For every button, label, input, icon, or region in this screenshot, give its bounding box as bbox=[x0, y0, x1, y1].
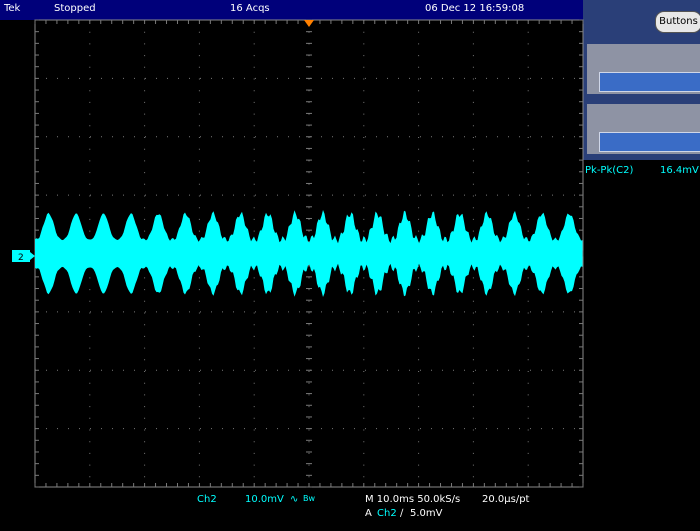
timebase: M 10.0ms 50.0kS/s bbox=[365, 494, 461, 505]
channel-marker-arrow bbox=[30, 252, 35, 260]
channel-label: Ch2 bbox=[197, 494, 217, 505]
acq-count: 16 Acqs bbox=[230, 3, 270, 14]
measurement-value: 16.4mV bbox=[660, 165, 699, 176]
trigger-level: 5.0mV bbox=[410, 508, 443, 519]
trigger-channel: Ch2 bbox=[377, 508, 397, 519]
brand: Tek bbox=[4, 3, 21, 14]
resolution: 20.0µs/pt bbox=[482, 494, 530, 505]
bandwidth-limit: Bw bbox=[303, 494, 316, 503]
menu-box bbox=[587, 44, 700, 94]
status-bar bbox=[0, 0, 583, 20]
menu-field bbox=[599, 132, 700, 152]
trigger-position-marker bbox=[304, 20, 314, 27]
channel-marker: 2 bbox=[18, 253, 24, 263]
channel-marker-box bbox=[12, 250, 30, 262]
trigger-slope: ∕ bbox=[400, 508, 404, 519]
run-state: Stopped bbox=[54, 3, 96, 14]
measurement-name: Pk-Pk(C2) bbox=[585, 165, 634, 176]
coupling-icon: ∿ bbox=[290, 494, 299, 505]
trigger-source: A bbox=[365, 508, 372, 519]
menu-field bbox=[599, 72, 700, 92]
waveform bbox=[35, 210, 583, 297]
buttons-button[interactable]: Buttons bbox=[655, 11, 700, 33]
timestamp: 06 Dec 12 16:59:08 bbox=[425, 3, 525, 14]
vertical-scale: 10.0mV bbox=[245, 494, 284, 505]
menu-box bbox=[587, 104, 700, 154]
